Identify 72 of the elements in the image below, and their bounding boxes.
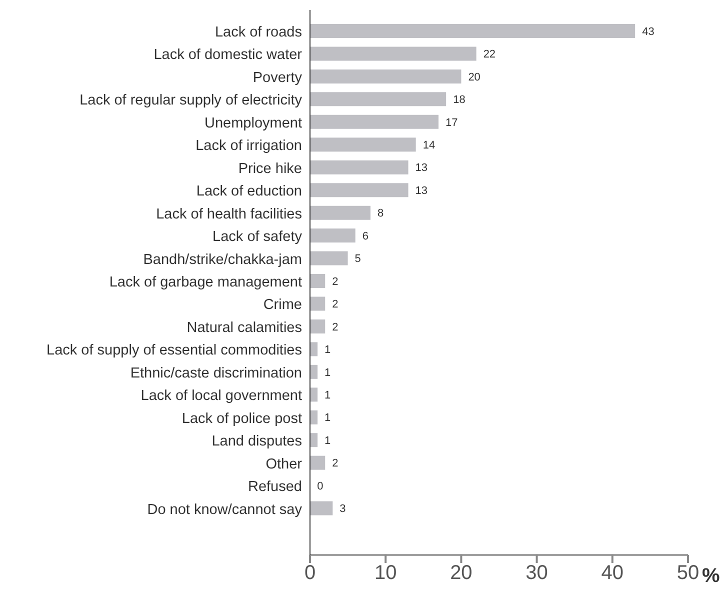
data-label: 1: [324, 344, 331, 356]
y-tick-label: Lack of supply of essential commodities: [46, 342, 302, 359]
bar: [310, 410, 318, 424]
y-tick-label: Lack of garbage management: [109, 274, 302, 291]
data-label: 13: [415, 184, 428, 197]
data-label: 6: [362, 230, 368, 242]
data-label: 2: [332, 458, 338, 470]
y-tick-label: Refused: [248, 479, 302, 496]
y-tick-label: Natural calamities: [186, 320, 302, 336]
bar: [310, 364, 318, 379]
y-tick-label: Lack of health facilities: [156, 206, 302, 222]
bar: [310, 228, 356, 243]
bar: [310, 206, 370, 220]
y-tick-label: Poverty: [252, 70, 303, 86]
bar: [310, 342, 318, 356]
bar: [310, 388, 318, 402]
y-tick-label: Lack of regular supply of electricity: [80, 92, 303, 109]
data-label: 43: [642, 26, 654, 38]
y-tick-label: Other: [266, 456, 302, 472]
x-tick-label: 30: [526, 562, 548, 584]
data-label: 1: [324, 434, 331, 447]
y-tick-label: Lack of roads: [214, 24, 302, 41]
bar: [310, 456, 326, 470]
bar: [310, 69, 462, 84]
data-label: 8: [377, 208, 384, 220]
bar: [310, 24, 636, 38]
y-tick-label: Lack of safety: [212, 229, 303, 246]
bar: [310, 46, 476, 61]
bar: [310, 501, 333, 516]
bar: [310, 160, 408, 174]
y-tick-label: Price hike: [238, 160, 302, 177]
y-tick-label: Crime: [263, 297, 302, 314]
y-tick-label: Lack of local government: [140, 388, 302, 404]
bar: [310, 251, 348, 266]
data-label: 0: [317, 480, 324, 492]
data-label: 18: [453, 94, 466, 106]
data-label: 2: [332, 321, 338, 334]
bar: [310, 319, 326, 334]
y-tick-label: Ethnic/caste discrimination: [130, 365, 302, 382]
data-label: 1: [324, 389, 331, 402]
x-tick-label: 20: [450, 562, 472, 584]
bar: [310, 92, 446, 106]
bar: [310, 114, 439, 129]
data-label: 1: [324, 366, 331, 379]
data-label: 20: [468, 71, 480, 84]
data-label: 2: [332, 298, 338, 311]
x-axis-title: %: [702, 565, 720, 587]
data-label: 5: [354, 253, 361, 266]
y-tick-label: Unemployment: [204, 115, 302, 132]
x-tick-label: 40: [601, 562, 624, 584]
data-label: 22: [483, 48, 496, 61]
y-tick-label: Lack of domestic water: [154, 47, 302, 64]
y-tick-label: Lack of eduction: [196, 184, 302, 200]
y-tick-label: Land disputes: [212, 434, 302, 450]
bar: [310, 433, 318, 448]
data-label: 3: [340, 503, 346, 516]
data-label: 2: [332, 276, 338, 288]
data-label: 14: [422, 139, 436, 152]
bar: [310, 138, 416, 152]
x-tick-label: 50: [676, 562, 700, 584]
bar: [310, 274, 326, 288]
y-tick-label: Lack of irrigation: [196, 138, 302, 154]
data-label: 17: [446, 116, 458, 129]
x-tick-label: 10: [374, 562, 397, 584]
y-tick-label: Do not know/cannot say: [147, 502, 303, 518]
bar: [310, 296, 326, 311]
bar: [310, 183, 408, 198]
data-label: 13: [415, 162, 428, 174]
y-tick-label: Bandh/strike/chakka-jam: [143, 252, 302, 268]
x-tick-label: 0: [304, 562, 316, 584]
data-label: 1: [324, 412, 331, 424]
y-tick-label: Lack of police post: [182, 410, 302, 427]
